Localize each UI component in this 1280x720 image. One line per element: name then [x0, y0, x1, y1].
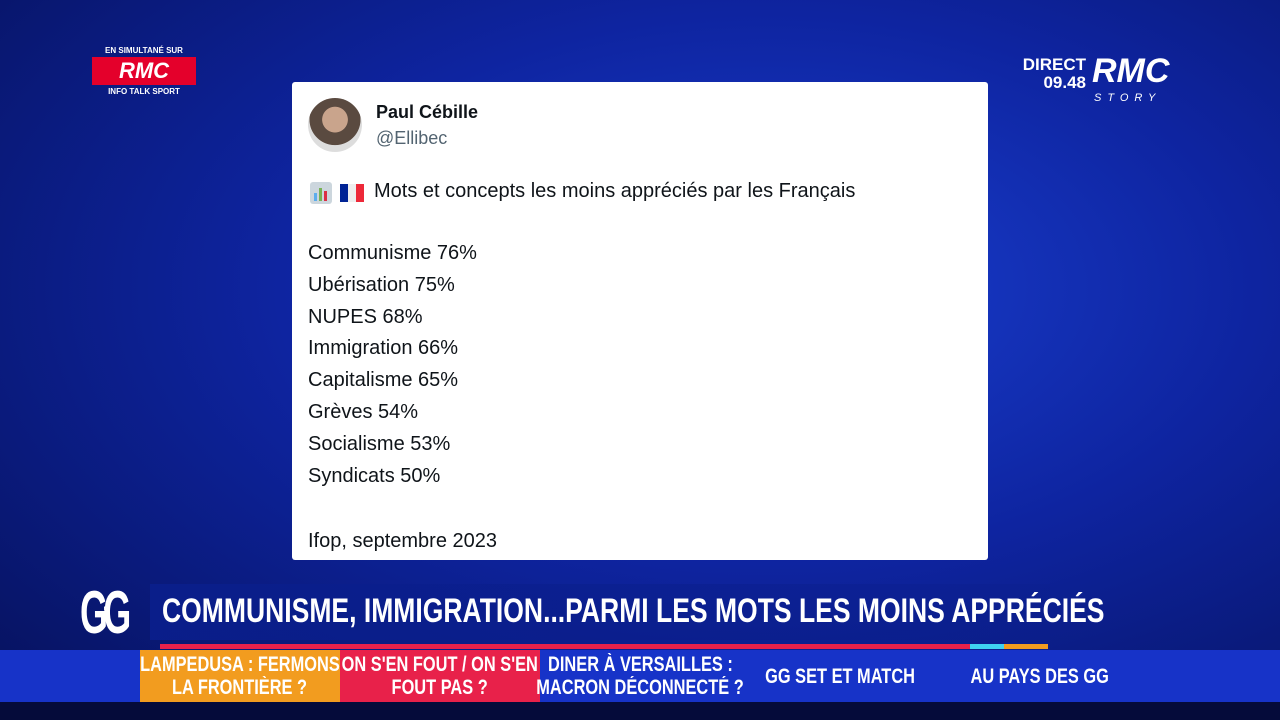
ticker-line: DINER À VERSAILLES :	[547, 653, 733, 676]
source: Ifop, septembre 2023	[308, 530, 498, 552]
headline-rule	[1004, 644, 1048, 649]
ticker-line: MACRON DÉCONNECTÉ ?	[536, 676, 744, 699]
direct: DIRECT	[1022, 55, 1086, 74]
ticker-item: AU PAYS DES GG	[940, 650, 1140, 702]
handle: @Ellibec	[376, 128, 448, 148]
headline-rule	[160, 644, 970, 649]
list-item: NUPES 68%	[308, 305, 423, 328]
list-item: Capitalisme 65%	[308, 369, 459, 392]
badge-bottom: INFO TALK SPORT	[108, 87, 180, 96]
headline-bar	[150, 584, 1050, 640]
badge-top: EN SIMULTANÉ SUR	[105, 46, 183, 55]
author: Paul Cébille	[376, 102, 479, 122]
channel-sub: STORY	[1094, 92, 1162, 104]
ticker-line: GG SET ET MATCH	[765, 664, 915, 688]
ticker-line: LA FRONTIÈRE ?	[172, 676, 308, 699]
live-label: DIRECT 09.48	[1010, 56, 1086, 92]
tweet-card: Paul Cébille @Ellibec Mots et concepts l…	[292, 82, 988, 560]
headline-rule	[970, 644, 1004, 649]
headline: COMMUNISME, IMMIGRATION...PARMI LES MOTS…	[162, 592, 1105, 630]
ticker-line: FOUT PAS ?	[391, 676, 489, 699]
tweet-text: Mots et concepts les moins appréciés par…	[374, 180, 856, 202]
list-item: Communisme 76%	[308, 242, 477, 264]
emoji-icons	[310, 182, 364, 204]
list-item: Socialisme 53%	[308, 432, 451, 455]
show-logo-small: LES	[102, 606, 111, 622]
badge-logo: RMC	[92, 57, 196, 85]
channel-badge: EN SIMULTANÉ SUR RMC INFO TALK SPORT	[92, 46, 196, 96]
time: 09.48	[1043, 73, 1086, 92]
list-item: Ubérisation 75%	[308, 273, 455, 296]
bottom-strip	[0, 702, 1280, 720]
ticker-item: LAMPEDUSA : FERMONS LA FRONTIÈRE ?	[140, 650, 340, 702]
ticker-line: ON S'EN FOUT / ON S'EN	[341, 653, 539, 676]
ticker-item: ON S'EN FOUT / ON S'EN FOUT PAS ?	[340, 650, 540, 702]
ticker-line: AU PAYS DES GG	[970, 664, 1110, 688]
avatar	[308, 98, 362, 152]
list-item: Syndicats 50%	[308, 464, 441, 487]
list-item: Grèves 54%	[308, 401, 419, 423]
show-logo-big: GG	[80, 579, 131, 646]
ticker-line: LAMPEDUSA : FERMONS	[140, 653, 340, 676]
show-logo: GG LES	[80, 578, 136, 662]
ticker-item: DINER À VERSAILLES : MACRON DÉCONNECTÉ ?	[536, 650, 743, 702]
ticker-item: GG SET ET MATCH	[740, 650, 940, 702]
channel-logo: RMC	[1092, 52, 1170, 90]
list-item: Immigration 66%	[308, 337, 459, 360]
